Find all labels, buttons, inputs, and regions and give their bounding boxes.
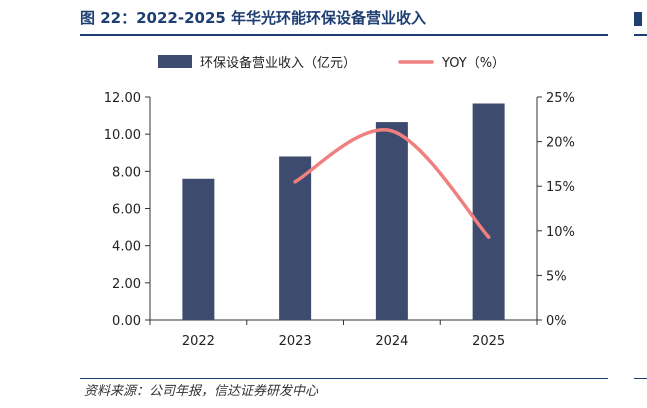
edge-fragment-rule bbox=[634, 34, 647, 36]
right-axis-tick-label: 10% bbox=[546, 225, 575, 240]
legend-line-label: YOY（%） bbox=[441, 56, 505, 71]
bar-series bbox=[182, 103, 505, 321]
left-axis-tick-label: 2.00 bbox=[112, 277, 141, 292]
yoy-point bbox=[390, 129, 394, 133]
x-axis-tick-label: 2025 bbox=[472, 334, 505, 349]
right-axis: 0% 5% 10% 15% 20% 25% bbox=[536, 91, 575, 329]
x-axis: 2022 2023 2024 2025 bbox=[149, 319, 538, 349]
right-axis-tick-label: 0% bbox=[546, 314, 567, 329]
revenue-bar bbox=[279, 156, 312, 320]
right-axis-tick-label: 25% bbox=[546, 91, 575, 106]
figure-title: 图 22：2022-2025 年华光环能环保设备营业收入 bbox=[80, 9, 427, 27]
legend: 环保设备营业收入（亿元） YOY（%） bbox=[158, 55, 505, 71]
right-axis-tick-label: 15% bbox=[546, 180, 575, 195]
revenue-bar bbox=[375, 122, 408, 321]
left-axis-tick-label: 8.00 bbox=[112, 165, 141, 180]
revenue-bar bbox=[472, 103, 505, 320]
left-axis: 0.00 2.00 4.00 6.00 8.00 10.00 12.00 bbox=[104, 91, 151, 329]
yoy-point bbox=[486, 235, 491, 239]
source-note: 资料来源：公司年报，信达证券研发中心 bbox=[84, 384, 319, 399]
edge-fragment-bottom bbox=[634, 378, 647, 379]
revenue-bar bbox=[182, 178, 215, 320]
right-axis-tick-label: 5% bbox=[546, 269, 567, 284]
x-axis-tick-label: 2022 bbox=[182, 334, 215, 349]
left-axis-tick-label: 12.00 bbox=[104, 91, 141, 106]
yoy-series bbox=[293, 128, 491, 239]
edge-fragment-top bbox=[634, 12, 642, 26]
x-axis-tick-label: 2024 bbox=[375, 334, 408, 349]
title-rule bbox=[80, 34, 608, 36]
left-axis-tick-label: 10.00 bbox=[104, 128, 141, 143]
x-axis-tick-label: 2023 bbox=[279, 334, 312, 349]
yoy-point bbox=[293, 179, 297, 184]
left-axis-tick-label: 4.00 bbox=[112, 240, 141, 255]
right-axis-tick-label: 20% bbox=[546, 136, 575, 151]
left-axis-tick-label: 6.00 bbox=[112, 203, 141, 218]
legend-bar-label: 环保设备营业收入（亿元） bbox=[200, 55, 356, 71]
left-axis-tick-label: 0.00 bbox=[112, 314, 141, 329]
bottom-rule bbox=[80, 378, 608, 379]
legend-bar-swatch bbox=[158, 55, 192, 68]
